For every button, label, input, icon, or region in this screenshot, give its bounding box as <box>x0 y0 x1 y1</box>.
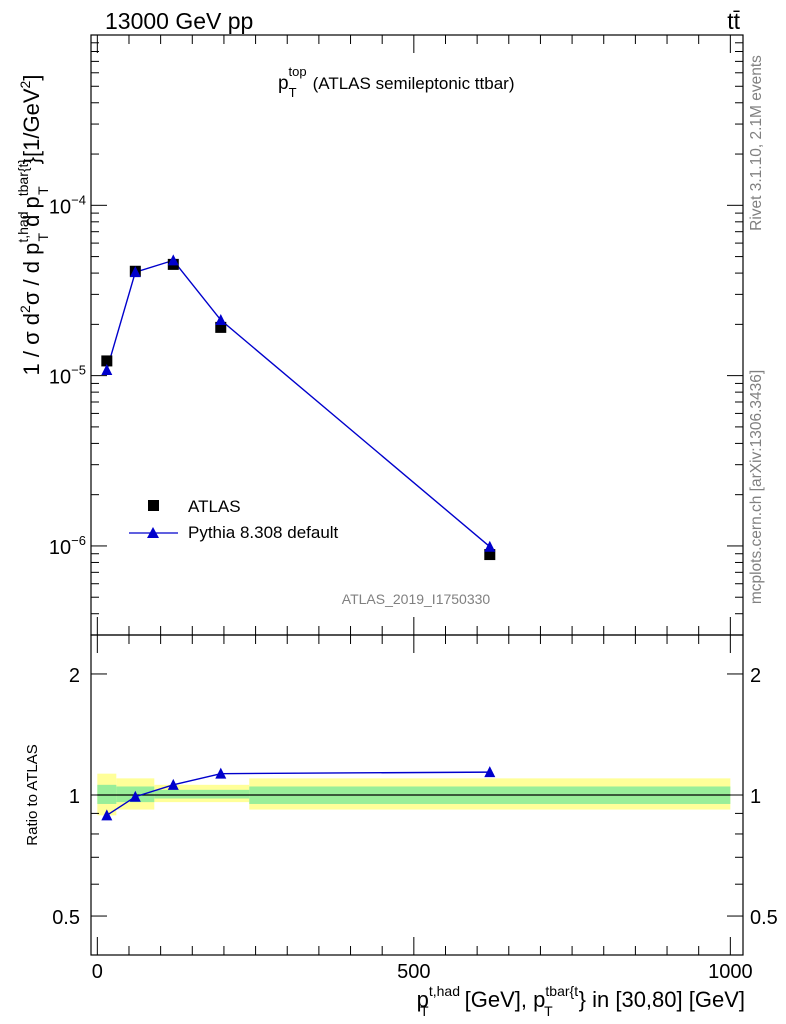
pythia-point <box>129 266 141 278</box>
pythia-line <box>106 259 491 548</box>
ratio-point <box>484 766 496 778</box>
title-superscript: top <box>289 64 307 79</box>
ratio-point <box>101 809 113 821</box>
source-label: mcplots.cern.ch [arXiv:1306.3436] <box>748 370 765 604</box>
pythia-point <box>215 314 227 326</box>
x-axis-label: pt,had T [GeV], ptbar{t T} in [30,80] [GeV… <box>417 983 745 1019</box>
ratio-y-tick-label-right: 0.5 <box>750 907 778 929</box>
y-tick-label: 10−5 <box>49 363 86 389</box>
uncertainty-band-stat <box>154 789 250 799</box>
energy-label: 13000 GeV pp <box>105 8 253 34</box>
legend-marker-atlas <box>148 500 159 511</box>
atlas-point <box>101 355 113 367</box>
main-ticks: 10−6 10−5 10−4 <box>49 34 743 636</box>
ratio-y-tick-label: 1 <box>69 786 80 808</box>
ratio-y-tick-label-right: 2 <box>750 665 761 687</box>
legend: ATLAS Pythia 8.308 default <box>129 497 339 542</box>
ratio-bands <box>97 773 731 816</box>
ratio-ticks: 0.5 0.5 1 1 2 2 0 500 1000 <box>52 635 778 983</box>
ratio-point <box>215 767 227 779</box>
atlas-point <box>484 549 496 561</box>
rivet-version-label: Rivet 3.1.10, 2.1M events <box>748 55 765 231</box>
x-tick-label: 1000 <box>708 961 753 983</box>
ratio-point <box>167 778 179 790</box>
main-y-axis-label: 1 / σ d2σ / d pt,had T d ptbar{t} T}[1/GeV… <box>15 75 51 376</box>
pythia-point <box>484 540 496 552</box>
svg-text:pTtop(ATLAS semileptonic ttbar: pTtop (ATLAS semileptonic ttbar) <box>278 64 514 100</box>
x-tick-label: 0 <box>92 961 103 983</box>
main-panel: pTtop (ATLAS semileptonic ttbar) 1 / σ d2… <box>15 34 744 636</box>
ratio-y-tick-label-right: 1 <box>750 786 761 808</box>
y-tick-label: 10−6 <box>49 533 86 559</box>
ratio-panel: Ratio to ATLAS 0.5 0.5 1 1 2 2 0 500 1000 pt,had… <box>24 634 778 1019</box>
ratio-y-tick-label: 0.5 <box>52 907 80 929</box>
legend-label-atlas: ATLAS <box>188 497 241 516</box>
ratio-y-tick-label: 2 <box>69 665 80 687</box>
pythia-point <box>167 254 179 266</box>
atlas-point <box>215 321 227 333</box>
title-symbol: p <box>278 73 289 94</box>
main-frame <box>90 34 744 636</box>
ratio-y-axis-label: Ratio to ATLAS <box>24 744 41 845</box>
y-tick-label: 10−4 <box>49 192 86 218</box>
process-label: tt̄ <box>727 8 740 34</box>
analysis-label: ATLAS_2019_I1750330 <box>342 591 491 607</box>
title-subscript: T <box>289 85 297 100</box>
ratio-point <box>129 790 141 802</box>
legend-marker-pythia <box>147 527 159 538</box>
title-text: (ATLAS semileptonic ttbar) <box>313 74 515 93</box>
main-title: pTtop (ATLAS semileptonic ttbar) <box>278 64 514 100</box>
x-tick-label: 500 <box>397 961 430 983</box>
legend-label-pythia: Pythia 8.308 default <box>188 523 339 542</box>
ratio-series <box>101 766 496 821</box>
main-series <box>101 254 496 561</box>
pythia-point <box>101 363 113 375</box>
